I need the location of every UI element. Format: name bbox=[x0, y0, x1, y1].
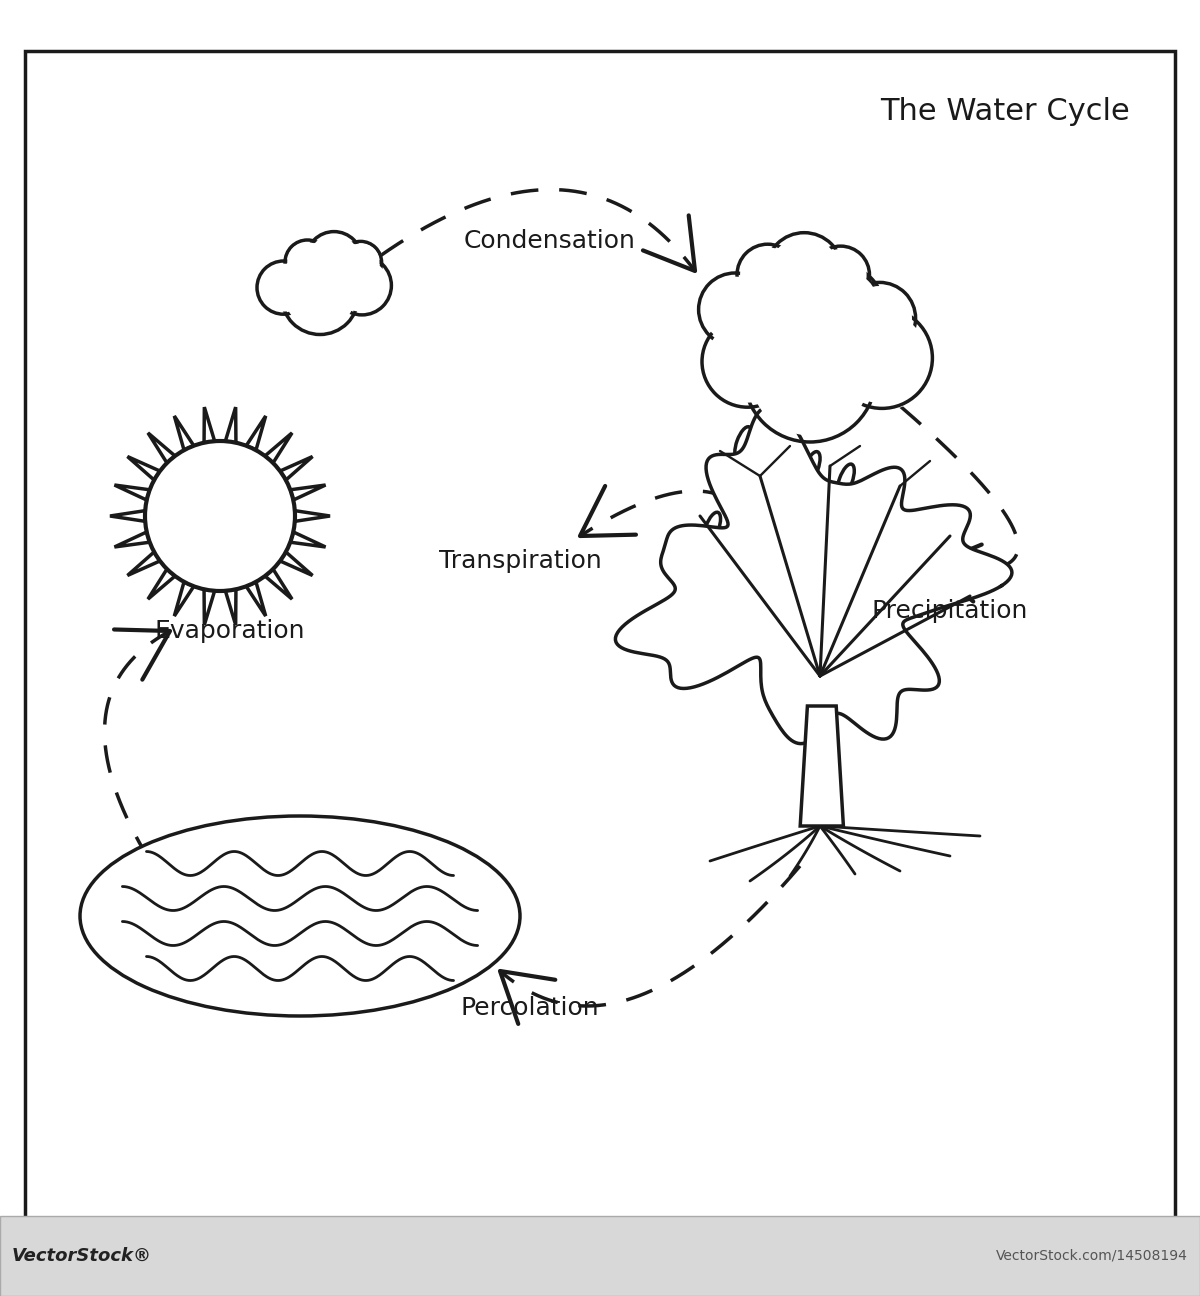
Ellipse shape bbox=[838, 464, 854, 496]
Circle shape bbox=[738, 273, 833, 368]
Text: Precipitation: Precipitation bbox=[872, 599, 1028, 623]
Polygon shape bbox=[226, 407, 236, 443]
Text: The Water Cycle: The Water Cycle bbox=[881, 96, 1130, 126]
Ellipse shape bbox=[806, 550, 823, 582]
Circle shape bbox=[791, 271, 877, 356]
Circle shape bbox=[336, 259, 389, 312]
Ellipse shape bbox=[80, 816, 520, 1016]
Circle shape bbox=[338, 240, 383, 285]
Ellipse shape bbox=[772, 537, 788, 569]
Polygon shape bbox=[114, 531, 150, 547]
Polygon shape bbox=[114, 485, 150, 500]
Polygon shape bbox=[290, 485, 325, 500]
Polygon shape bbox=[246, 416, 265, 450]
Circle shape bbox=[707, 320, 788, 403]
Circle shape bbox=[145, 441, 295, 591]
Circle shape bbox=[280, 257, 360, 336]
Circle shape bbox=[847, 286, 912, 351]
Circle shape bbox=[308, 235, 359, 285]
Polygon shape bbox=[265, 433, 292, 463]
Polygon shape bbox=[616, 407, 1012, 744]
Circle shape bbox=[283, 238, 331, 286]
Circle shape bbox=[784, 263, 884, 364]
Polygon shape bbox=[290, 531, 325, 547]
Circle shape bbox=[736, 242, 800, 307]
Polygon shape bbox=[280, 552, 312, 575]
Text: Transpiration: Transpiration bbox=[439, 550, 601, 573]
Text: VectorStock®: VectorStock® bbox=[12, 1247, 152, 1265]
Circle shape bbox=[697, 271, 774, 347]
Circle shape bbox=[305, 231, 364, 289]
Circle shape bbox=[742, 307, 878, 445]
Ellipse shape bbox=[703, 512, 720, 544]
Polygon shape bbox=[110, 511, 145, 521]
Circle shape bbox=[836, 312, 928, 403]
Circle shape bbox=[286, 262, 355, 330]
Polygon shape bbox=[127, 552, 160, 575]
Polygon shape bbox=[280, 456, 312, 480]
Circle shape bbox=[342, 244, 379, 281]
Polygon shape bbox=[174, 416, 193, 450]
Circle shape bbox=[700, 314, 796, 410]
Ellipse shape bbox=[769, 439, 786, 472]
Circle shape bbox=[256, 259, 312, 316]
Text: Condensation: Condensation bbox=[464, 229, 636, 253]
Polygon shape bbox=[204, 407, 215, 443]
Circle shape bbox=[764, 231, 845, 311]
Circle shape bbox=[731, 266, 840, 376]
Circle shape bbox=[806, 271, 878, 343]
Ellipse shape bbox=[734, 426, 751, 459]
Text: Evaporation: Evaporation bbox=[155, 619, 305, 643]
Circle shape bbox=[754, 284, 823, 353]
Circle shape bbox=[748, 277, 829, 359]
Ellipse shape bbox=[737, 476, 754, 508]
Polygon shape bbox=[204, 590, 215, 625]
Polygon shape bbox=[226, 590, 236, 625]
Ellipse shape bbox=[770, 489, 787, 520]
Circle shape bbox=[829, 305, 935, 411]
Polygon shape bbox=[295, 511, 330, 521]
Ellipse shape bbox=[871, 477, 888, 508]
Ellipse shape bbox=[839, 513, 856, 546]
Text: Percolation: Percolation bbox=[461, 997, 599, 1020]
Polygon shape bbox=[174, 582, 193, 616]
Ellipse shape bbox=[738, 525, 755, 557]
Polygon shape bbox=[800, 706, 844, 826]
Circle shape bbox=[810, 244, 871, 306]
Circle shape bbox=[815, 249, 866, 301]
Bar bbox=[0, 1216, 1200, 1296]
Polygon shape bbox=[246, 582, 265, 616]
Polygon shape bbox=[265, 569, 292, 599]
Circle shape bbox=[751, 316, 869, 435]
Circle shape bbox=[287, 242, 328, 283]
Circle shape bbox=[259, 263, 307, 311]
Polygon shape bbox=[127, 456, 160, 480]
Polygon shape bbox=[148, 569, 175, 599]
Circle shape bbox=[702, 276, 768, 342]
Polygon shape bbox=[148, 433, 175, 463]
Ellipse shape bbox=[840, 562, 857, 594]
Circle shape bbox=[800, 264, 884, 349]
Circle shape bbox=[331, 255, 392, 316]
Circle shape bbox=[841, 280, 918, 356]
Circle shape bbox=[740, 248, 796, 302]
Ellipse shape bbox=[803, 451, 820, 483]
Ellipse shape bbox=[805, 500, 822, 533]
Circle shape bbox=[769, 236, 839, 306]
Text: VectorStock.com/14508194: VectorStock.com/14508194 bbox=[996, 1249, 1188, 1262]
